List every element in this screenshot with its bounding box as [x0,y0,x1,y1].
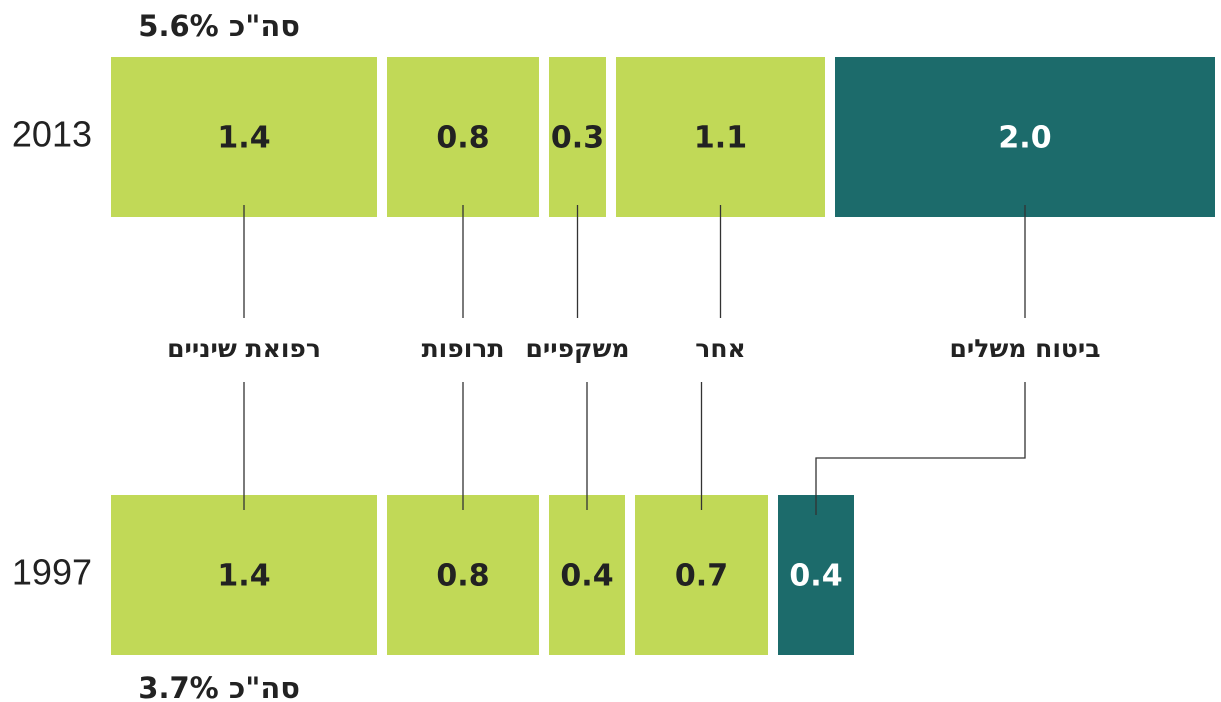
value-label: 0.7 [675,559,728,594]
bar-segment [549,495,625,655]
value-label: 1.1 [694,121,747,156]
series-label: אחר [695,334,745,363]
total-label: סה"כ 3.7% [138,671,300,702]
value-label: 0.4 [789,559,842,594]
bar-segment [835,57,1215,217]
connector [815,382,1026,515]
year-label: 2013 [12,114,92,155]
bar-segment [635,495,768,655]
series-label: ביטוח משלים [950,334,1101,363]
series-label: רפואת שיניים [167,334,321,363]
series-label: משקפיים [525,334,629,363]
value-label: 1.4 [217,121,270,156]
value-label: 2.0 [998,121,1051,156]
year-label: 1997 [12,552,92,593]
bar-segment [111,57,377,217]
bar-segment [778,495,854,655]
bar-segment [111,495,377,655]
value-label: 0.8 [436,559,489,594]
total-label: סה"כ 5.6% [138,9,300,43]
value-label: 0.8 [436,121,489,156]
value-label: 0.3 [551,121,604,156]
bar-segment [549,57,606,217]
value-label: 1.4 [217,559,270,594]
value-label: 0.4 [560,559,613,594]
bar-segment [387,57,539,217]
bar-segment [387,495,539,655]
bar-segment [616,57,825,217]
series-label: תרופות [422,334,505,363]
